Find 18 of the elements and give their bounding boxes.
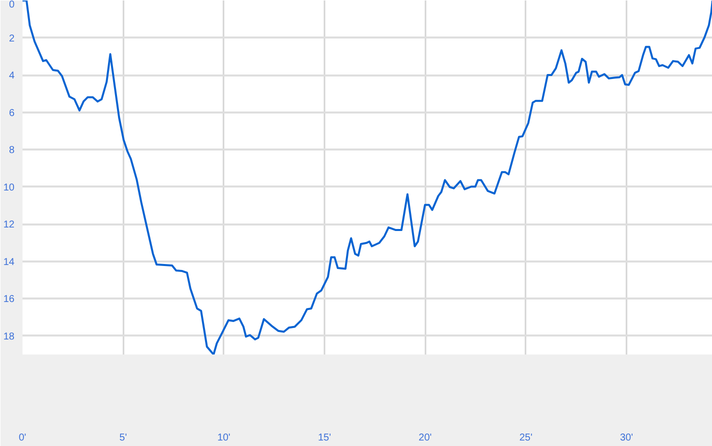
y-tick-label: 16 [3,294,15,306]
x-tick-label: 20' [418,432,432,444]
y-tick-label: 6 [8,108,15,119]
y-tick-label: 2 [8,33,15,44]
y-tick-label: 0 [8,0,15,10]
x-tick-label: 0' [18,432,26,444]
line-series [22,0,712,354]
y-tick-label: 4 [8,70,15,82]
y-tick-label: 18 [3,331,15,342]
y-tick-label: 14 [3,256,15,268]
x-tick-label: 5' [119,432,127,444]
x-tick-label: 15' [318,432,332,444]
x-tick-label: 10' [217,432,230,444]
x-tick-label: 30' [620,432,634,444]
x-tick-label: 25' [519,432,532,444]
y-tick-label: 10 [3,182,15,194]
y-tick-label: 8 [8,145,15,156]
y-tick-label: 12 [3,220,15,231]
